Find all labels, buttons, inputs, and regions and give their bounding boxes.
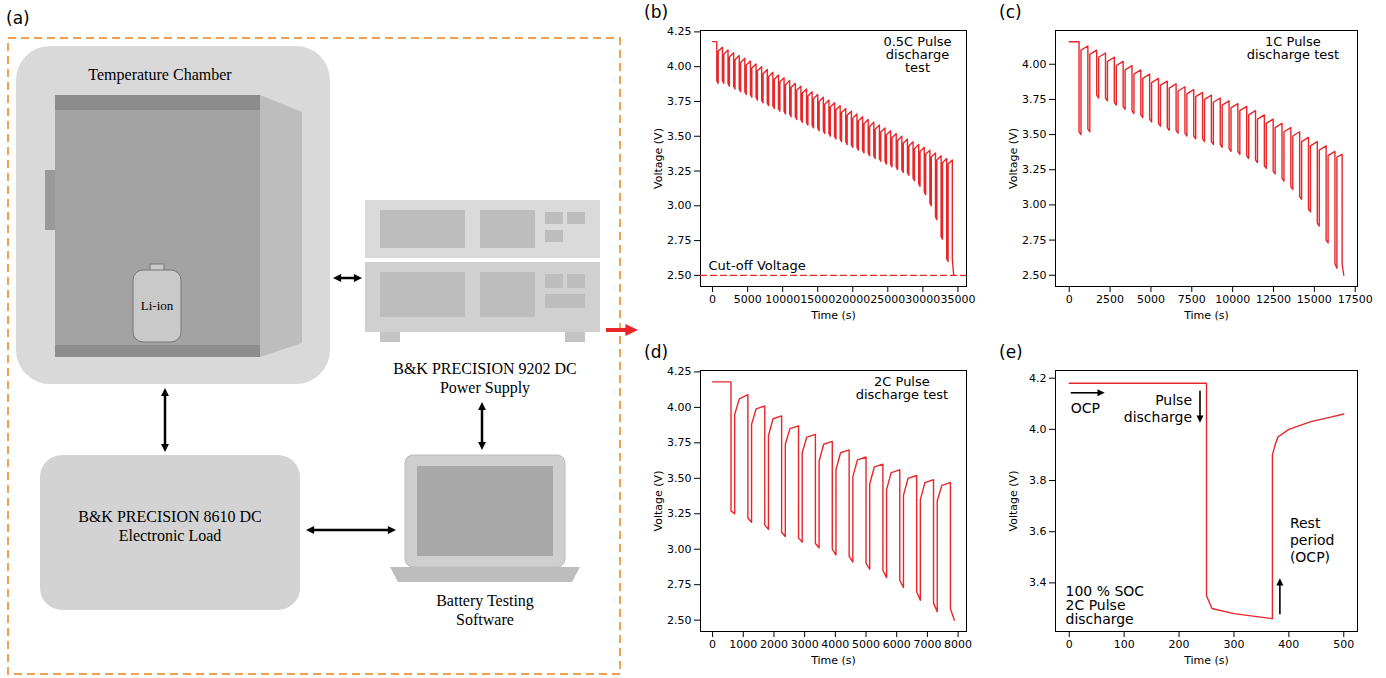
svg-text:B&K PRECISION 9202 DCPower Sup: B&K PRECISION 9202 DCPower Supply xyxy=(393,360,577,397)
svg-text:15000: 15000 xyxy=(800,293,835,306)
svg-text:300: 300 xyxy=(1223,638,1244,651)
svg-text:Time (s): Time (s) xyxy=(810,654,856,667)
svg-text:3000: 3000 xyxy=(791,638,819,651)
svg-text:1C Pulsedischarge test: 1C Pulsedischarge test xyxy=(1247,34,1339,62)
svg-text:2500: 2500 xyxy=(1096,293,1124,306)
svg-text:3.00: 3.00 xyxy=(1022,198,1047,211)
svg-text:Li-ion: Li-ion xyxy=(141,298,174,313)
svg-text:2.75: 2.75 xyxy=(667,578,692,591)
svg-text:10000: 10000 xyxy=(1215,293,1250,306)
svg-text:Time (s): Time (s) xyxy=(810,309,856,322)
svg-text:3.75: 3.75 xyxy=(667,95,692,108)
svg-text:2.75: 2.75 xyxy=(1022,234,1047,247)
svg-text:Voltage (V): Voltage (V) xyxy=(652,471,665,532)
svg-text:5000: 5000 xyxy=(852,638,880,651)
svg-text:5000: 5000 xyxy=(1137,293,1165,306)
svg-text:200: 200 xyxy=(1169,638,1190,651)
svg-text:3.25: 3.25 xyxy=(667,165,692,178)
svg-text:30000: 30000 xyxy=(905,293,940,306)
svg-text:4.00: 4.00 xyxy=(667,401,692,414)
svg-text:3.50: 3.50 xyxy=(667,130,692,143)
svg-text:5000: 5000 xyxy=(734,293,762,306)
svg-text:4000: 4000 xyxy=(821,638,849,651)
svg-text:0.5C Pulsedischargetest: 0.5C Pulsedischargetest xyxy=(883,34,951,75)
svg-text:3.00: 3.00 xyxy=(667,199,692,212)
svg-text:Time (s): Time (s) xyxy=(1183,654,1229,667)
svg-text:Voltage (V): Voltage (V) xyxy=(1007,471,1020,532)
svg-text:4.0: 4.0 xyxy=(1029,423,1047,436)
svg-text:8000: 8000 xyxy=(944,638,972,651)
svg-text:3.25: 3.25 xyxy=(1022,163,1047,176)
html-text:(d): (d) xyxy=(644,342,669,362)
svg-text:7000: 7000 xyxy=(913,638,941,651)
svg-text:B&K PRECISION 8610 DCElectroni: B&K PRECISION 8610 DCElectronic Load xyxy=(78,508,262,544)
svg-text:6000: 6000 xyxy=(883,638,911,651)
svg-text:3.8: 3.8 xyxy=(1029,474,1047,487)
svg-text:0: 0 xyxy=(1066,638,1073,651)
svg-text:100: 100 xyxy=(1114,638,1135,651)
svg-text:2.75: 2.75 xyxy=(667,234,692,247)
svg-text:17500: 17500 xyxy=(1338,293,1373,306)
svg-text:Cut-off Voltage: Cut-off Voltage xyxy=(709,258,806,273)
svg-text:2.50: 2.50 xyxy=(1022,269,1047,282)
svg-text:20000: 20000 xyxy=(835,293,870,306)
svg-text:2C Pulsedischarge test: 2C Pulsedischarge test xyxy=(856,374,948,402)
svg-text:0: 0 xyxy=(1066,293,1073,306)
svg-text:OCP: OCP xyxy=(1071,400,1100,416)
svg-text:Voltage (V): Voltage (V) xyxy=(652,128,665,189)
svg-text:2.50: 2.50 xyxy=(667,269,692,282)
html-text:(b): (b) xyxy=(644,2,669,22)
svg-text:Restperiod(OCP): Restperiod(OCP) xyxy=(1290,515,1335,565)
svg-text:4.00: 4.00 xyxy=(667,60,692,73)
svg-text:4.25: 4.25 xyxy=(667,25,692,38)
svg-text:1000: 1000 xyxy=(729,638,757,651)
svg-text:Pulsedischarge: Pulsedischarge xyxy=(1124,392,1192,425)
svg-text:15000: 15000 xyxy=(1297,293,1332,306)
svg-text:3.00: 3.00 xyxy=(667,543,692,556)
svg-text:4.25: 4.25 xyxy=(667,365,692,378)
svg-text:10000: 10000 xyxy=(765,293,800,306)
svg-text:12500: 12500 xyxy=(1256,293,1291,306)
svg-text:(a): (a) xyxy=(6,8,30,28)
svg-text:4.00: 4.00 xyxy=(1022,58,1047,71)
svg-text:Voltage (V): Voltage (V) xyxy=(1007,128,1020,189)
svg-text:0: 0 xyxy=(709,293,716,306)
svg-text:Temperature Chamber: Temperature Chamber xyxy=(88,66,232,84)
svg-text:35000: 35000 xyxy=(940,293,975,306)
svg-text:7500: 7500 xyxy=(1178,293,1206,306)
svg-text:500: 500 xyxy=(1333,638,1354,651)
svg-text:0: 0 xyxy=(709,638,716,651)
svg-text:3.6: 3.6 xyxy=(1029,525,1047,538)
svg-text:4.2: 4.2 xyxy=(1029,372,1047,385)
svg-text:2.50: 2.50 xyxy=(667,614,692,627)
svg-text:3.50: 3.50 xyxy=(1022,128,1047,141)
svg-text:3.75: 3.75 xyxy=(1022,93,1047,106)
html-text:(c): (c) xyxy=(999,2,1022,22)
svg-text:25000: 25000 xyxy=(870,293,905,306)
svg-text:3.50: 3.50 xyxy=(667,472,692,485)
svg-text:3.4: 3.4 xyxy=(1029,576,1047,589)
svg-text:100 % SOC2C Pulsedischarge: 100 % SOC2C Pulsedischarge xyxy=(1066,583,1145,627)
html-text:(e): (e) xyxy=(999,342,1023,362)
svg-text:Time (s): Time (s) xyxy=(1183,309,1229,322)
svg-text:2000: 2000 xyxy=(760,638,788,651)
svg-text:3.75: 3.75 xyxy=(667,436,692,449)
svg-text:Battery TestingSoftware: Battery TestingSoftware xyxy=(436,592,534,628)
svg-text:400: 400 xyxy=(1278,638,1299,651)
svg-text:3.25: 3.25 xyxy=(667,507,692,520)
